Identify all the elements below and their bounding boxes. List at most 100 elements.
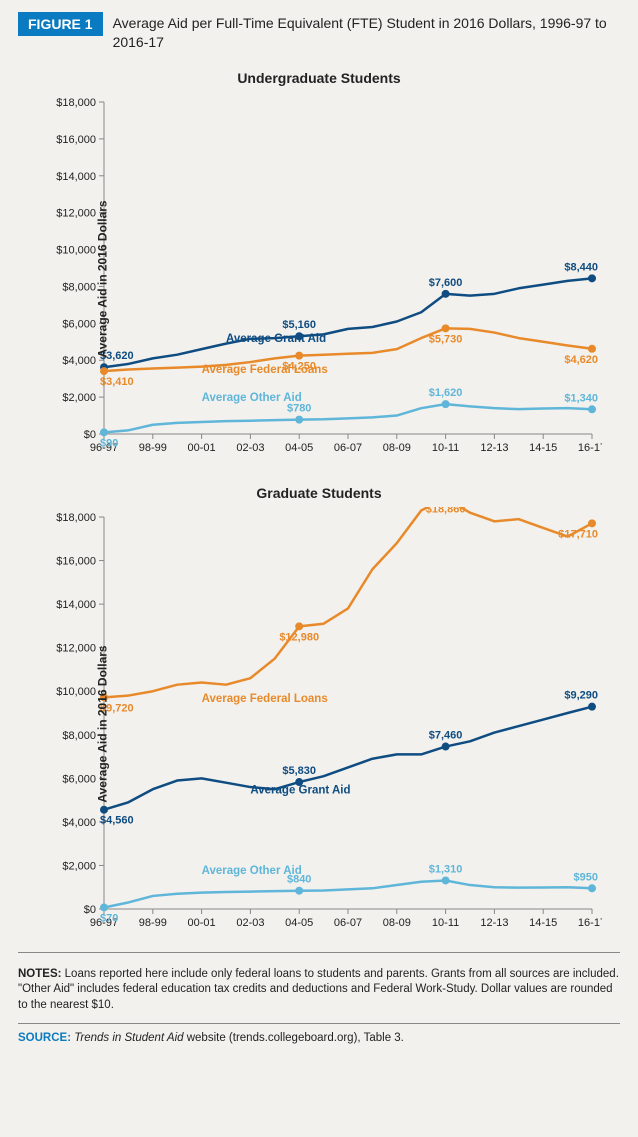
svg-text:00-01: 00-01: [188, 442, 216, 454]
svg-text:$0: $0: [84, 904, 96, 916]
series-label: Average Grant Aid: [226, 333, 326, 345]
data-label: $840: [287, 873, 311, 885]
data-marker: [100, 805, 108, 813]
data-marker: [588, 345, 596, 353]
svg-text:$18,000: $18,000: [56, 512, 96, 524]
svg-text:$12,000: $12,000: [56, 642, 96, 654]
data-label: $7,460: [429, 729, 463, 741]
svg-text:$16,000: $16,000: [56, 134, 96, 146]
svg-text:$14,000: $14,000: [56, 171, 96, 183]
data-marker: [295, 622, 303, 630]
data-label: $1,340: [564, 392, 598, 404]
svg-text:06-07: 06-07: [334, 917, 362, 929]
separator: [18, 1023, 620, 1024]
series-line: [104, 404, 592, 432]
series-line: [104, 880, 592, 907]
separator: [18, 952, 620, 953]
data-label: $4,620: [564, 354, 598, 366]
chart-title: Graduate Students: [18, 485, 620, 501]
data-marker: [295, 415, 303, 423]
svg-text:14-15: 14-15: [529, 442, 557, 454]
data-marker: [588, 884, 596, 892]
chart-svg: $0 $2,000 $4,000 $6,000 $8,000 $10,000 $12,000…: [42, 92, 602, 462]
data-label: $950: [574, 871, 598, 883]
source-italic: Trends in Student Aid: [71, 1032, 187, 1044]
svg-text:$2,000: $2,000: [62, 392, 96, 404]
data-label: $1,620: [429, 387, 463, 399]
svg-text:$2,000: $2,000: [62, 860, 96, 872]
data-label: $5,830: [282, 765, 316, 777]
charts-container: Undergraduate Students Average Aid in 201…: [18, 70, 620, 942]
svg-text:$10,000: $10,000: [56, 686, 96, 698]
svg-text:16-17: 16-17: [578, 442, 602, 454]
svg-text:00-01: 00-01: [188, 917, 216, 929]
data-marker: [295, 886, 303, 894]
svg-text:$6,000: $6,000: [62, 773, 96, 785]
source-rest: website (trends.collegeboard.org), Table…: [187, 1032, 404, 1044]
source: SOURCE: Trends in Student Aid website (t…: [18, 1032, 620, 1044]
notes-text: Loans reported here include only federal…: [18, 968, 619, 1011]
svg-text:$4,000: $4,000: [62, 355, 96, 367]
chart-title: Undergraduate Students: [18, 70, 620, 86]
chart-svg: $0 $2,000 $4,000 $6,000 $8,000 $10,000 $12,000…: [42, 507, 602, 937]
y-axis-label: Average Aid in 2016 Dollars: [96, 201, 110, 358]
svg-text:10-11: 10-11: [432, 917, 459, 929]
notes: NOTES: Loans reported here include only …: [18, 967, 620, 1014]
data-marker: [442, 742, 450, 750]
source-label: SOURCE:: [18, 1032, 71, 1044]
data-label: $3,410: [100, 376, 134, 388]
data-label: $1,310: [429, 863, 463, 875]
svg-text:$4,000: $4,000: [62, 817, 96, 829]
data-marker: [100, 903, 108, 911]
svg-text:$8,000: $8,000: [62, 281, 96, 293]
data-marker: [100, 428, 108, 436]
series-label: Average Federal Loans: [202, 693, 328, 705]
svg-text:08-09: 08-09: [383, 442, 411, 454]
data-marker: [442, 400, 450, 408]
svg-text:$18,000: $18,000: [56, 97, 96, 109]
data-label: $17,710: [558, 528, 598, 540]
series-line: [104, 328, 592, 371]
data-marker: [295, 332, 303, 340]
svg-text:$6,000: $6,000: [62, 318, 96, 330]
chart-wrap: Average Aid in 2016 Dollars $0 $2,000 $4,00…: [42, 507, 620, 942]
data-label: $9,290: [564, 689, 598, 701]
data-label: $7,600: [429, 277, 463, 289]
data-label: $12,980: [279, 631, 319, 643]
data-marker: [588, 274, 596, 282]
svg-text:$12,000: $12,000: [56, 207, 96, 219]
data-label: $5,730: [429, 333, 463, 345]
data-marker: [588, 519, 596, 527]
svg-text:12-13: 12-13: [480, 917, 508, 929]
data-label: $18,860: [426, 507, 466, 515]
data-marker: [588, 405, 596, 413]
svg-text:14-15: 14-15: [529, 917, 557, 929]
figure-header: FIGURE 1 Average Aid per Full-Time Equiv…: [18, 12, 620, 52]
y-axis-label: Average Aid in 2016 Dollars: [96, 646, 110, 803]
svg-text:$0: $0: [84, 429, 96, 441]
data-marker: [442, 290, 450, 298]
svg-text:12-13: 12-13: [480, 442, 508, 454]
svg-text:06-07: 06-07: [334, 442, 362, 454]
series-line: [104, 507, 592, 697]
data-label: $8,440: [564, 261, 598, 273]
data-label: $4,560: [100, 814, 134, 826]
data-label: $90: [100, 437, 118, 449]
data-label: $5,160: [282, 319, 316, 331]
svg-text:08-09: 08-09: [383, 917, 411, 929]
data-marker: [588, 702, 596, 710]
data-marker: [295, 351, 303, 359]
svg-text:04-05: 04-05: [285, 442, 313, 454]
svg-text:02-03: 02-03: [236, 442, 264, 454]
data-marker: [100, 367, 108, 375]
data-label: $70: [100, 912, 118, 924]
svg-text:04-05: 04-05: [285, 917, 313, 929]
svg-text:98-99: 98-99: [139, 917, 167, 929]
figure-title: Average Aid per Full-Time Equivalent (FT…: [113, 12, 620, 52]
svg-text:$10,000: $10,000: [56, 244, 96, 256]
svg-text:16-17: 16-17: [578, 917, 602, 929]
svg-text:$8,000: $8,000: [62, 730, 96, 742]
svg-text:02-03: 02-03: [236, 917, 264, 929]
data-label: $780: [287, 402, 311, 414]
data-marker: [442, 324, 450, 332]
